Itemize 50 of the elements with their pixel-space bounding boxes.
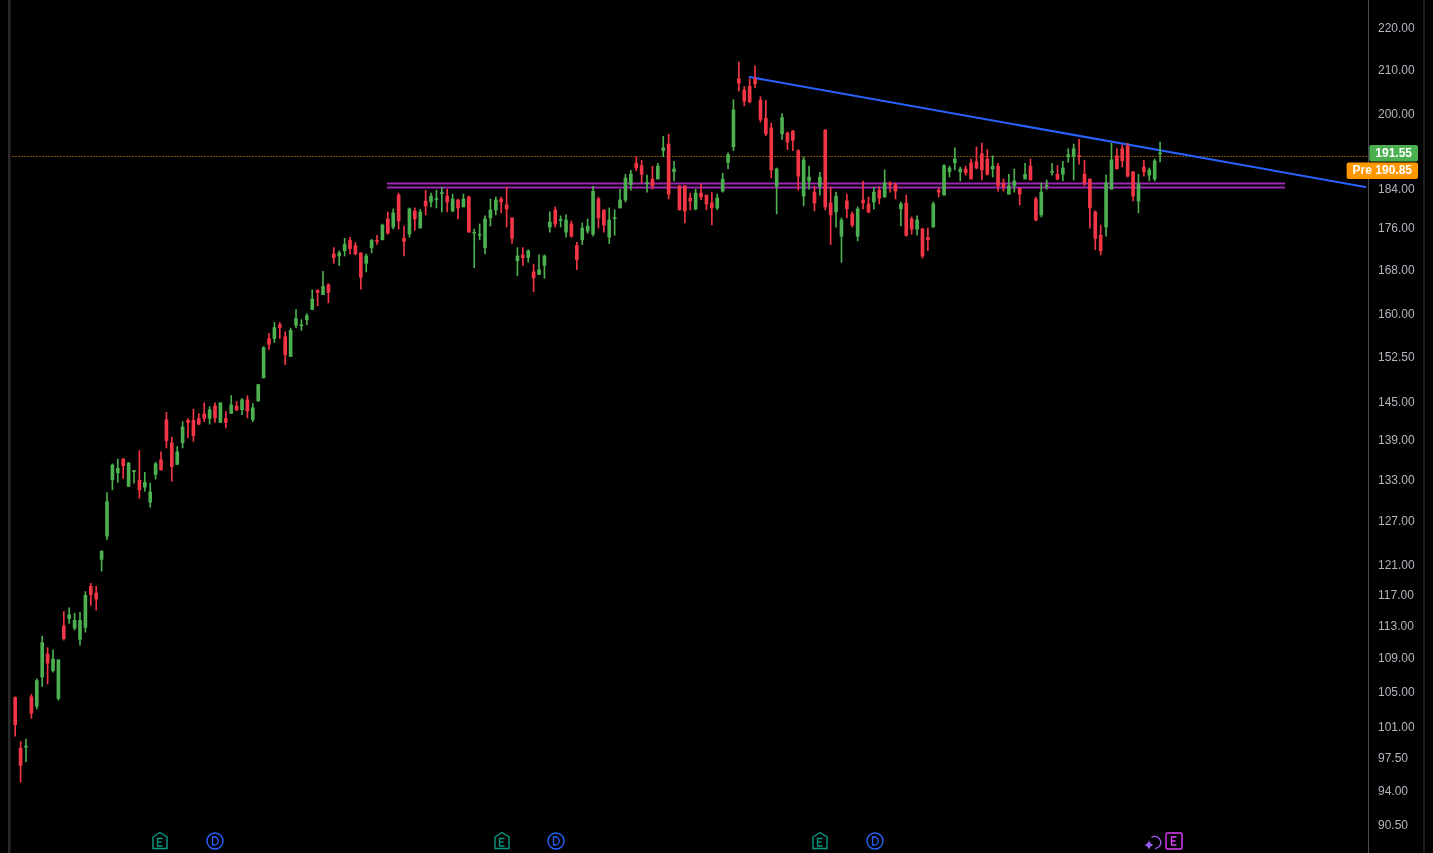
y-tick-label: 200.00 bbox=[1378, 106, 1416, 121]
y-tick-label: 160.00 bbox=[1378, 306, 1416, 321]
y-tick-label: 220.00 bbox=[1378, 21, 1416, 36]
y-tick-label: 139.00 bbox=[1378, 433, 1416, 448]
y-tick-label: 176.00 bbox=[1378, 221, 1416, 236]
y-tick-label: 145.00 bbox=[1378, 395, 1416, 410]
y-tick-label: 117.00 bbox=[1378, 587, 1415, 602]
y-tick-label: 121.00 bbox=[1378, 557, 1416, 572]
candlestick bbox=[958, 166, 963, 182]
candlestick bbox=[472, 228, 477, 268]
candlestick bbox=[402, 225, 406, 257]
candlestick bbox=[899, 201, 903, 227]
text: 191.55 bbox=[1375, 145, 1413, 160]
y-tick-label: 105.00 bbox=[1378, 684, 1416, 699]
candlestick bbox=[990, 155, 995, 178]
candlestick bbox=[1050, 162, 1054, 176]
candlestick bbox=[521, 247, 525, 266]
candlestick bbox=[277, 322, 282, 339]
candlestick bbox=[1077, 139, 1081, 165]
y-tick-label: 101.00 bbox=[1378, 719, 1416, 734]
candlestick bbox=[331, 247, 336, 264]
candlestick bbox=[861, 180, 865, 210]
candlestick bbox=[672, 161, 676, 182]
candlestick bbox=[645, 174, 649, 193]
candlestick bbox=[737, 61, 741, 92]
y-tick-label: 127.00 bbox=[1378, 514, 1416, 529]
y-tick-label: 168.00 bbox=[1378, 263, 1416, 278]
y-tick-label: 133.00 bbox=[1378, 472, 1416, 487]
candlestick bbox=[499, 196, 504, 214]
y-tick-label: 113.00 bbox=[1378, 618, 1415, 633]
candlestick bbox=[661, 135, 666, 157]
candlestick bbox=[807, 165, 811, 190]
candlestick bbox=[132, 470, 136, 484]
ref-line-label: Pre 190.85 bbox=[1352, 163, 1413, 178]
y-tick-label: 210.00 bbox=[1378, 62, 1416, 77]
candlestick bbox=[926, 227, 930, 252]
candlestick bbox=[186, 418, 190, 438]
y-tick-label: 94.00 bbox=[1378, 784, 1409, 799]
candlestick bbox=[375, 234, 379, 245]
y-tick-label: 97.50 bbox=[1378, 751, 1409, 766]
candlestick bbox=[115, 458, 120, 483]
y-tick-label: 109.00 bbox=[1378, 651, 1416, 666]
y-tick-label: 152.50 bbox=[1378, 349, 1416, 364]
candlestick bbox=[1044, 179, 1049, 190]
candlestick bbox=[440, 186, 444, 213]
y-tick-label: 90.50 bbox=[1378, 818, 1409, 833]
candlestick bbox=[710, 191, 714, 226]
candlestick bbox=[1066, 148, 1071, 163]
candlestick bbox=[953, 147, 957, 171]
y-tick-label: 184.00 bbox=[1378, 181, 1416, 196]
